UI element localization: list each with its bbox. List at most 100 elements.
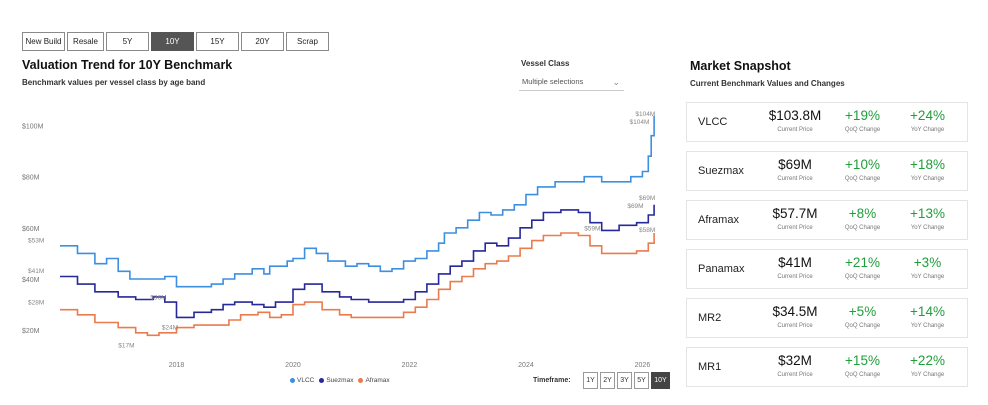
market-snapshot-title: Market Snapshot [690, 59, 791, 73]
qoq-change-label: QoQ Change [844, 127, 881, 133]
y-tick-label: $60M [22, 226, 40, 233]
valuation-line-chart: $20M $40M $60M $80M $100M 2018 2020 2022 2024 202… [22, 111, 655, 369]
yoy-column: +22% YoY Change [900, 352, 955, 378]
qoq-change-value: +10% [845, 157, 880, 172]
timeframe-2y-button[interactable]: 2Y [600, 372, 615, 389]
yoy-change-label: YoY Change [910, 127, 945, 133]
snapshot-card-aframax[interactable]: Aframax $57.7M Current Price +8% QoQ Cha… [686, 200, 968, 240]
qoq-column: +8% QoQ Change [835, 205, 890, 231]
yoy-change-label: YoY Change [910, 176, 945, 182]
chart-title: Valuation Trend for 10Y Benchmark [22, 58, 233, 72]
legend-item-suezmax[interactable]: Suezmax [319, 377, 353, 384]
vessel-name: Aframax [698, 214, 739, 226]
timeframe-10y-button[interactable]: 10Y [651, 372, 670, 389]
current-price-label: Current Price [777, 372, 813, 378]
qoq-column: +19% QoQ Change [835, 107, 890, 133]
current-price-value: $34.5M [772, 304, 818, 319]
qoq-column: +5% QoQ Change [835, 303, 890, 329]
legend-label-aframax: Aframax [365, 377, 390, 384]
current-price-label: Current Price [777, 323, 813, 329]
y-tick-label: $40M [22, 277, 40, 284]
tab-resale[interactable]: Resale [67, 32, 104, 51]
price-column: $69M Current Price [755, 156, 835, 182]
legend-item-vlcc[interactable]: VLCC [290, 377, 314, 384]
yoy-change-value: +13% [910, 206, 945, 221]
snapshot-card-mr1[interactable]: MR1 $32M Current Price +15% QoQ Change +… [686, 347, 968, 387]
chevron-down-icon: ⌄ [612, 77, 620, 87]
yoy-change-label: YoY Change [910, 274, 945, 280]
timeframe-1y-button[interactable]: 1Y [583, 372, 598, 389]
vessel-name: MR1 [698, 361, 722, 373]
data-label-vlcc-low: $36M [150, 295, 166, 302]
series-line-aframax [60, 232, 655, 337]
yoy-column: +14% YoY Change [900, 303, 955, 329]
current-price-label: Current Price [777, 127, 813, 133]
legend-dot-aframax [358, 378, 364, 383]
current-price-value: $69M [778, 157, 812, 172]
data-label-suezmax-end-2: $69M [627, 203, 643, 210]
qoq-change-value: +21% [845, 255, 880, 270]
legend-item-aframax[interactable]: Aframax [358, 377, 390, 384]
yoy-change-value: +24% [910, 108, 945, 123]
legend-label-suezmax: Suezmax [326, 377, 354, 384]
qoq-change-value: +15% [845, 353, 880, 368]
vessel-class-dropdown[interactable]: Multiple selections ⌄ [519, 73, 624, 91]
qoq-change-label: QoQ Change [844, 225, 881, 231]
snapshot-card-panamax[interactable]: Panamax $41M Current Price +21% QoQ Chan… [686, 249, 968, 289]
yoy-change-value: +18% [910, 157, 945, 172]
data-label-suezmax-mid: $59M [584, 225, 600, 232]
vessel-class-label: Vessel Class [521, 59, 570, 68]
current-price-value: $57.7M [772, 206, 818, 221]
current-price-label: Current Price [777, 225, 813, 231]
yoy-column: +18% YoY Change [900, 156, 955, 182]
yoy-column: +24% YoY Change [900, 107, 955, 133]
data-label-aframax-start: $28M [28, 300, 44, 307]
yoy-change-label: YoY Change [910, 225, 945, 231]
chart-subtitle: Benchmark values per vessel class by age… [22, 78, 206, 87]
age-band-tabs: New Build Resale 5Y 10Y 15Y 20Y Scrap [22, 32, 331, 51]
market-snapshot-subtitle: Current Benchmark Values and Changes [690, 79, 845, 88]
vessel-name: Suezmax [698, 165, 744, 177]
price-column: $32M Current Price [755, 352, 835, 378]
yoy-column: +13% YoY Change [900, 205, 955, 231]
snapshot-card-vlcc[interactable]: VLCC $103.8M Current Price +19% QoQ Chan… [686, 102, 968, 142]
timeframe-3y-button[interactable]: 3Y [617, 372, 632, 389]
qoq-change-label: QoQ Change [844, 372, 881, 378]
yoy-change-label: YoY Change [910, 323, 945, 329]
vessel-name: MR2 [698, 312, 722, 324]
data-label-vlcc-end: $104M [635, 111, 655, 118]
qoq-column: +10% QoQ Change [835, 156, 890, 182]
x-tick-label: 2026 [635, 362, 651, 369]
yoy-column: +3% YoY Change [900, 254, 955, 280]
tab-5y[interactable]: 5Y [106, 32, 149, 51]
qoq-change-value: +19% [845, 108, 880, 123]
vessel-name: VLCC [698, 116, 728, 128]
data-label-suezmax-low: $24M [162, 324, 178, 331]
x-tick-label: 2022 [402, 362, 418, 369]
vessel-name: Panamax [698, 263, 745, 275]
timeframe-label: Timeframe: [533, 377, 571, 384]
y-tick-label: $100M [22, 123, 44, 130]
snapshot-card-suezmax[interactable]: Suezmax $69M Current Price +10% QoQ Chan… [686, 151, 968, 191]
qoq-column: +15% QoQ Change [835, 352, 890, 378]
qoq-change-value: +5% [848, 304, 877, 319]
tab-new-build[interactable]: New Build [22, 32, 65, 51]
data-label-vlcc-start: $53M [28, 237, 44, 244]
x-tick-label: 2024 [518, 362, 534, 369]
current-price-label: Current Price [777, 274, 813, 280]
yoy-change-value: +3% [913, 255, 942, 270]
data-label-aframax-low: $17M [118, 342, 134, 349]
timeframe-5y-button[interactable]: 5Y [634, 372, 649, 389]
data-label-aframax-end: $58M [639, 227, 655, 234]
x-tick-label: 2018 [169, 362, 185, 369]
tab-scrap[interactable]: Scrap [286, 32, 329, 51]
tab-20y[interactable]: 20Y [241, 32, 284, 51]
qoq-change-label: QoQ Change [844, 323, 881, 329]
price-column: $34.5M Current Price [755, 303, 835, 329]
tab-10y[interactable]: 10Y [151, 32, 194, 51]
x-tick-label: 2020 [285, 362, 301, 369]
tab-15y[interactable]: 15Y [196, 32, 239, 51]
yoy-change-value: +22% [910, 353, 945, 368]
yoy-change-value: +14% [910, 304, 945, 319]
snapshot-card-mr2[interactable]: MR2 $34.5M Current Price +5% QoQ Change … [686, 298, 968, 338]
